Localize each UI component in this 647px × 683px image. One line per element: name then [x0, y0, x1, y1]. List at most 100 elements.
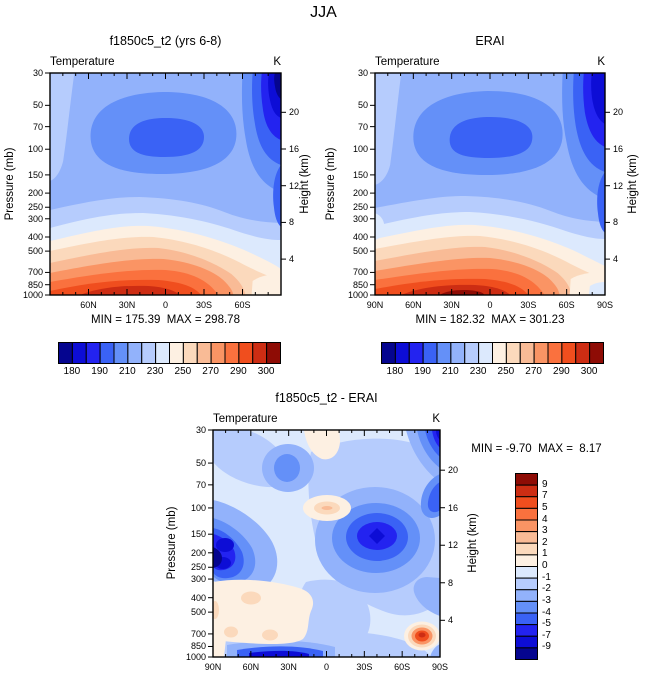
colorbar-diff — [515, 473, 538, 660]
colorbar-cell — [381, 342, 396, 364]
panel-diff: 90N 60N 30N 0 30S 60S 90S 30 50 70 100 150 200 250 300… — [186, 425, 458, 672]
colorbar-cell — [85, 342, 101, 364]
colorbar-tick-label: -5 — [542, 618, 551, 630]
colorbar-cell — [515, 624, 538, 637]
units-label: K — [597, 56, 605, 68]
colorbar-cell — [515, 635, 538, 649]
colorbar-cell — [515, 519, 538, 533]
colorbar-cell — [99, 342, 115, 364]
pressure-tick-label: 250 — [190, 562, 206, 573]
height-tick-label: 16 — [448, 502, 459, 513]
height-tick-label: 8 — [289, 217, 295, 228]
latitude-tick-label: 60S — [558, 300, 575, 310]
colorbar-tick-label: 300 — [580, 366, 598, 377]
panel-model-axis-header: Temperature K — [50, 56, 281, 68]
field-label: Temperature — [50, 56, 115, 68]
colorbar-cell — [210, 342, 226, 364]
height-tick-label: 8 — [613, 217, 619, 228]
units-label: K — [273, 56, 281, 68]
colorbar-cell — [547, 342, 563, 364]
pressure-tick-label: 150 — [190, 529, 206, 540]
pressure-tick-label: 50 — [357, 100, 368, 111]
colorbar-tick-label: 300 — [257, 366, 275, 377]
contour-field-diff — [213, 430, 440, 657]
pressure-tick-label: 100 — [190, 502, 206, 513]
pressure-tick-label: 700 — [27, 267, 43, 278]
height-tick-label: 4 — [448, 615, 454, 626]
colorbar-tick-label: 270 — [202, 366, 219, 377]
colorbar-cell — [515, 507, 538, 521]
colorbar-cell — [515, 473, 538, 486]
colorbar-cell — [515, 554, 538, 567]
pressure-tick-label: 200 — [352, 188, 368, 199]
contour-field-model — [50, 73, 281, 295]
pressure-tick-label: 850 — [352, 279, 368, 290]
latitude-tick-label: 0 — [323, 662, 330, 672]
colorbar-tick-label: 3 — [542, 525, 548, 537]
latitude-tick-label: 0 — [162, 300, 169, 310]
pressure-tick-label: 1000 — [22, 290, 43, 300]
colorbar-tick-label: -4 — [542, 606, 551, 618]
colorbar-tick-label: 230 — [469, 366, 487, 377]
latitude-tick-label: 60N — [80, 300, 97, 310]
pressure-tick-label: 70 — [357, 121, 368, 132]
pressure-axis-label: Pressure (mb) — [166, 506, 178, 580]
panel-erai-title: ERAI — [475, 34, 505, 48]
colorbar-cell — [252, 342, 268, 364]
pressure-tick-label: 300 — [352, 213, 368, 224]
pressure-tick-label: 150 — [352, 169, 368, 180]
colorbar-cell — [515, 531, 538, 544]
pressure-tick-label: 300 — [190, 574, 206, 585]
colorbar-cell — [515, 600, 538, 614]
colorbar-tick-label: 210 — [119, 366, 136, 377]
latitude-tick-label: 0 — [487, 300, 493, 310]
colorbar-cell — [182, 342, 198, 364]
colorbar-cell — [561, 342, 577, 364]
pressure-tick-label: 100 — [352, 144, 368, 155]
pressure-tick-label: 1000 — [185, 652, 206, 662]
colorbar-tick-label: 180 — [386, 366, 404, 377]
height-tick-label: 12 — [289, 180, 300, 191]
pressure-tick-label: 30 — [32, 68, 43, 78]
colorbar-cell — [515, 577, 538, 591]
pressure-tick-label: 1000 — [347, 290, 368, 300]
latitude-tick-label: 30N — [280, 662, 297, 672]
pressure-tick-label: 300 — [27, 213, 43, 224]
colorbar-tick-label: 250 — [174, 366, 192, 377]
latitude-tick-label: 30S — [520, 300, 537, 310]
colorbar-tick-label: 270 — [525, 366, 542, 377]
panel-model: 60N 30N 0 30S 60S 30 50 70 100 150 200 250 300 400 500… — [23, 68, 299, 310]
colorbar-cell — [155, 342, 170, 364]
colorbar-tick-label: 7 — [542, 490, 548, 502]
colorbar-tick-label: -3 — [542, 594, 551, 606]
pressure-tick-label: 850 — [27, 279, 43, 290]
field-label: Temperature — [213, 413, 278, 425]
colorbar-tick-label: 2 — [542, 536, 548, 548]
latitude-tick-label: 30N — [443, 300, 460, 310]
colorbar-cell — [422, 342, 438, 364]
colorbar-tick-label: -7 — [542, 629, 551, 641]
colorbar-erai — [381, 342, 604, 364]
colorbar-cell — [58, 342, 73, 364]
pressure-tick-label: 700 — [190, 628, 206, 639]
pressure-tick-label: 70 — [32, 121, 43, 132]
height-tick-label: 12 — [448, 540, 459, 551]
pressure-tick-label: 200 — [190, 547, 206, 558]
pressure-tick-label: 700 — [352, 267, 368, 278]
colorbar-tick-label: 4 — [542, 513, 548, 525]
contour-field-erai — [375, 73, 605, 295]
colorbar-cell — [141, 342, 157, 364]
main-title: JJA — [310, 4, 337, 21]
height-tick-label: 20 — [289, 107, 300, 118]
pressure-axis-label: Pressure (mb) — [325, 147, 337, 221]
panel-erai-axis-header: Temperature K — [375, 56, 605, 68]
minmax-stats-diff: MIN = -9.70 MAX = 8.17 — [471, 443, 602, 455]
colorbar-tick-label: 0 — [542, 560, 548, 571]
height-tick-label: 4 — [613, 254, 619, 265]
colorbar-cell — [71, 342, 87, 364]
pressure-tick-label: 850 — [190, 641, 206, 652]
pressure-tick-label: 500 — [27, 246, 43, 257]
contour-plot-diff — [208, 429, 445, 658]
height-tick-label: 16 — [613, 144, 624, 154]
